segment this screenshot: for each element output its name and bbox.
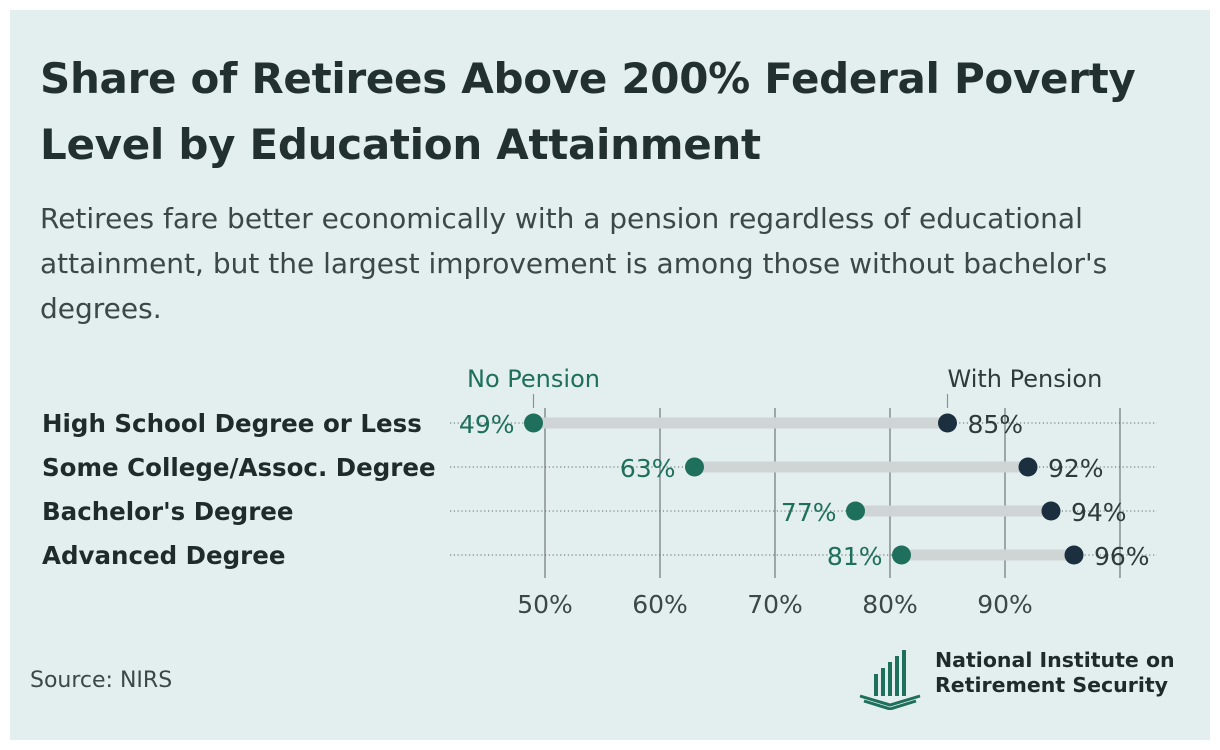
category-label: Advanced Degree bbox=[42, 541, 285, 570]
category-label: High School Degree or Less bbox=[42, 409, 422, 438]
with-pension-dot bbox=[1041, 501, 1061, 521]
x-tick-label: 70% bbox=[747, 590, 803, 619]
x-tick-label: 50% bbox=[517, 590, 573, 619]
no-pension-value-label: 49% bbox=[459, 410, 515, 439]
nirs-logo: National Institute on Retirement Securit… bbox=[858, 646, 1178, 716]
with-pension-dot bbox=[938, 413, 957, 433]
with-pension-value-label: 94% bbox=[1071, 498, 1127, 527]
logo-name-line1: National Institute on bbox=[935, 648, 1175, 672]
logo-name-line2: Retirement Security bbox=[935, 673, 1169, 697]
chart-subtitle: Retirees fare better economically with a… bbox=[40, 202, 1108, 325]
with-pension-value-label: 85% bbox=[968, 410, 1024, 439]
chart-title: Share of Retirees Above 200% Federal Pov… bbox=[40, 54, 1136, 169]
no-pension-dot bbox=[846, 501, 865, 521]
bar-columns-logo-icon bbox=[859, 650, 921, 710]
no-pension-series-label: No Pension bbox=[467, 365, 600, 393]
with-pension-value-label: 96% bbox=[1094, 542, 1150, 571]
with-pension-value-label: 92% bbox=[1048, 454, 1104, 483]
no-pension-dot bbox=[524, 413, 543, 433]
no-pension-dot bbox=[892, 545, 911, 565]
with-pension-series-label: With Pension bbox=[948, 365, 1103, 393]
x-tick-label: 90% bbox=[977, 590, 1033, 619]
source-note: Source: NIRS bbox=[30, 668, 173, 693]
x-tick-label: 60% bbox=[632, 590, 688, 619]
no-pension-value-label: 77% bbox=[781, 498, 837, 527]
no-pension-value-label: 81% bbox=[827, 542, 883, 571]
chart-card: Share of Retirees Above 200% Federal Pov… bbox=[10, 10, 1210, 740]
x-tick-label: 80% bbox=[862, 590, 918, 619]
no-pension-value-label: 63% bbox=[620, 454, 676, 483]
no-pension-dot bbox=[685, 457, 704, 477]
with-pension-dot bbox=[1064, 545, 1084, 565]
category-label: Some College/Assoc. Degree bbox=[42, 453, 436, 482]
category-label: Bachelor's Degree bbox=[42, 497, 294, 526]
with-pension-dot bbox=[1018, 457, 1038, 477]
